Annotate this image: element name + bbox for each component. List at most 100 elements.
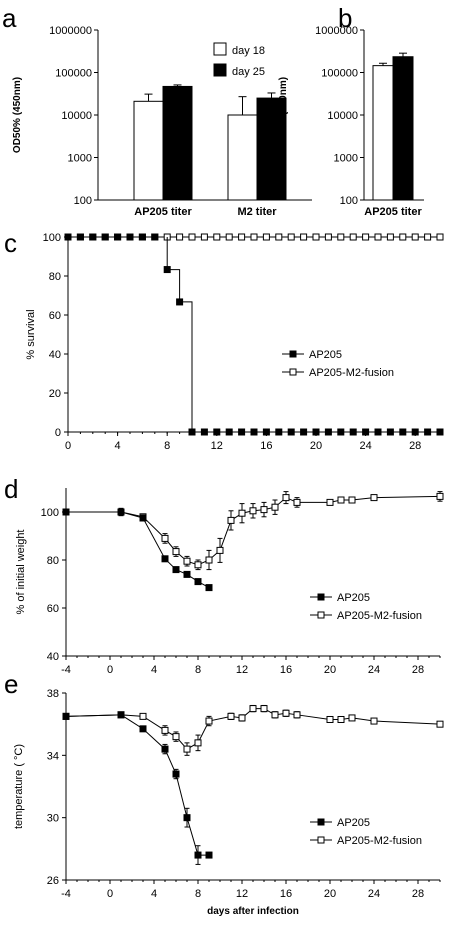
x-tick-label: -4 — [61, 888, 71, 900]
data-point — [362, 233, 370, 241]
data-point — [436, 233, 444, 241]
data-point — [163, 266, 171, 274]
data-point — [205, 584, 213, 592]
series-line — [166, 237, 440, 433]
data-point — [139, 514, 147, 522]
y-tick-label: 1000 — [68, 153, 92, 165]
y-axis-label: % of initial weight — [15, 530, 27, 615]
data-point — [225, 428, 233, 436]
y-axis-label: temperature ( °C) — [13, 744, 25, 829]
data-point — [200, 233, 208, 241]
panel-letter-c: c — [4, 228, 17, 258]
data-point — [200, 428, 208, 436]
category-label: AP205 titer — [134, 206, 192, 218]
data-point — [348, 714, 356, 722]
x-tick-label: 28 — [412, 888, 424, 900]
data-point — [293, 711, 301, 719]
data-point — [411, 233, 419, 241]
y-tick-label: 10000 — [61, 110, 92, 122]
data-point — [386, 233, 394, 241]
legend-label: AP205 — [337, 592, 370, 604]
x-tick-label: 20 — [324, 888, 336, 900]
y-tick-label: 0 — [55, 427, 61, 439]
data-point — [374, 428, 382, 436]
data-point — [436, 720, 444, 728]
series-line — [65, 714, 209, 856]
x-tick-label: 20 — [310, 440, 322, 452]
x-tick-label: 24 — [368, 888, 380, 900]
data-point — [238, 714, 246, 722]
data-point — [326, 498, 334, 506]
chart-b: 100 1000 10000 100000 1000000 OD50% (450nm) AP… — [278, 25, 424, 218]
x-tick-label: 0 — [65, 440, 71, 452]
data-point — [194, 739, 202, 747]
data-point — [172, 733, 180, 741]
data-point — [324, 428, 332, 436]
data-point — [282, 709, 290, 717]
x-tick-label: 0 — [107, 888, 113, 900]
x-tick-label: 16 — [280, 888, 292, 900]
data-point — [188, 233, 196, 241]
data-point — [249, 507, 257, 515]
x-tick-label: 8 — [195, 888, 201, 900]
data-point — [161, 745, 169, 753]
panel-letter-a: a — [2, 3, 17, 33]
legend-marker — [317, 836, 325, 844]
x-tick-label: 8 — [195, 664, 201, 676]
data-point — [183, 570, 191, 578]
data-point — [282, 494, 290, 502]
data-point — [260, 705, 268, 713]
data-point — [205, 851, 213, 859]
data-point — [238, 428, 246, 436]
data-point — [138, 233, 146, 241]
legend-label: AP205-M2-fusion — [337, 610, 422, 622]
data-point — [300, 233, 308, 241]
y-tick-label: 100 — [43, 232, 61, 244]
chart-d: 40 60 80 100 -4 0 4 8 12 16 20 24 28 % of initial wei… — [15, 488, 444, 676]
legend-label: AP205 — [309, 349, 342, 361]
data-point — [238, 509, 246, 517]
data-point — [89, 233, 97, 241]
data-point — [172, 770, 180, 778]
data-point — [262, 428, 270, 436]
data-point — [312, 428, 320, 436]
bar — [392, 56, 414, 201]
data-point — [213, 233, 221, 241]
y-tick-label: 34 — [47, 750, 59, 762]
data-point — [161, 726, 169, 734]
chart-e: 26 30 34 38 -4 0 4 8 12 16 20 24 28 temperature ( °C)… — [13, 688, 444, 917]
data-point — [370, 494, 378, 502]
category-label: M2 titer — [237, 206, 277, 218]
y-tick-label: 38 — [47, 688, 59, 700]
y-tick-label: 40 — [47, 651, 59, 663]
data-point — [370, 717, 378, 725]
y-tick-label: 1000 — [334, 153, 358, 165]
y-axis-label: OD50% (450nm) — [12, 77, 23, 153]
chart-c: 0 20 40 60 80 100 0 4 8 12 16 20 24 28 % survival AP205… — [25, 232, 444, 452]
data-point — [287, 233, 295, 241]
data-point — [374, 233, 382, 241]
data-point — [411, 428, 419, 436]
data-point — [262, 233, 270, 241]
panel-letter-e: e — [4, 669, 18, 699]
data-point — [399, 428, 407, 436]
data-point — [349, 233, 357, 241]
data-point — [337, 496, 345, 504]
bar — [162, 85, 193, 201]
data-point — [216, 546, 224, 554]
y-tick-label: 1000000 — [49, 25, 92, 37]
x-tick-label: 12 — [211, 440, 223, 452]
x-tick-label: 24 — [368, 664, 380, 676]
legend-marker — [289, 350, 297, 358]
data-point — [260, 506, 268, 514]
legend-marker — [289, 368, 297, 376]
y-tick-label: 20 — [49, 388, 61, 400]
data-point — [205, 717, 213, 725]
data-point — [300, 428, 308, 436]
data-point — [337, 428, 345, 436]
data-point — [117, 711, 125, 719]
x-axis-label: days after infection — [207, 906, 299, 917]
x-tick-label: 16 — [280, 664, 292, 676]
x-tick-label: 20 — [324, 664, 336, 676]
data-point — [183, 745, 191, 753]
